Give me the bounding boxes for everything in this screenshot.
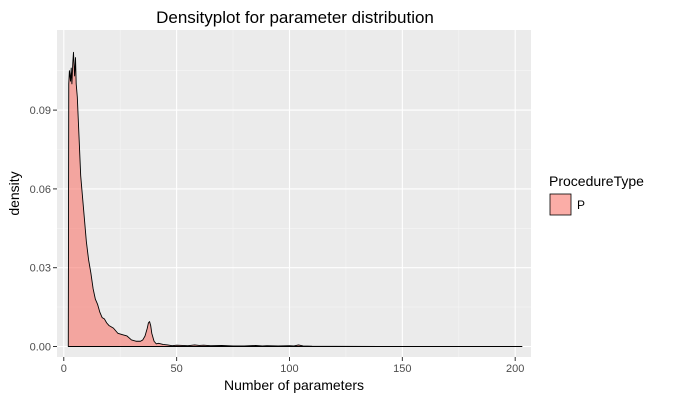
y-tick-label: 0.00 bbox=[30, 341, 51, 353]
legend-key-p bbox=[549, 193, 572, 216]
y-tick-label: 0.09 bbox=[30, 105, 51, 117]
x-axis-ticks: 0 50 100 150 200 bbox=[61, 357, 524, 375]
x-tick-label: 100 bbox=[280, 363, 298, 375]
legend: ProcedureType P bbox=[549, 173, 644, 216]
minor-gridlines bbox=[57, 30, 531, 357]
density-area-p bbox=[67, 51, 523, 347]
x-tick-label: 150 bbox=[393, 363, 411, 375]
y-axis-title: density bbox=[6, 171, 22, 215]
chart-title: Densityplot for parameter distribution bbox=[156, 8, 434, 27]
legend-label-p: P bbox=[577, 198, 585, 212]
x-axis-title: Number of parameters bbox=[224, 377, 364, 393]
x-tick-label: 0 bbox=[61, 363, 67, 375]
density-series-p bbox=[67, 51, 523, 347]
y-tick-label: 0.06 bbox=[30, 184, 51, 196]
x-tick-label: 200 bbox=[506, 363, 524, 375]
legend-title: ProcedureType bbox=[549, 173, 644, 189]
y-axis-ticks: 0.00 0.03 0.06 0.09 bbox=[30, 105, 57, 353]
plot-panel bbox=[57, 30, 531, 357]
y-tick-label: 0.03 bbox=[30, 263, 51, 275]
x-tick-label: 50 bbox=[171, 363, 183, 375]
